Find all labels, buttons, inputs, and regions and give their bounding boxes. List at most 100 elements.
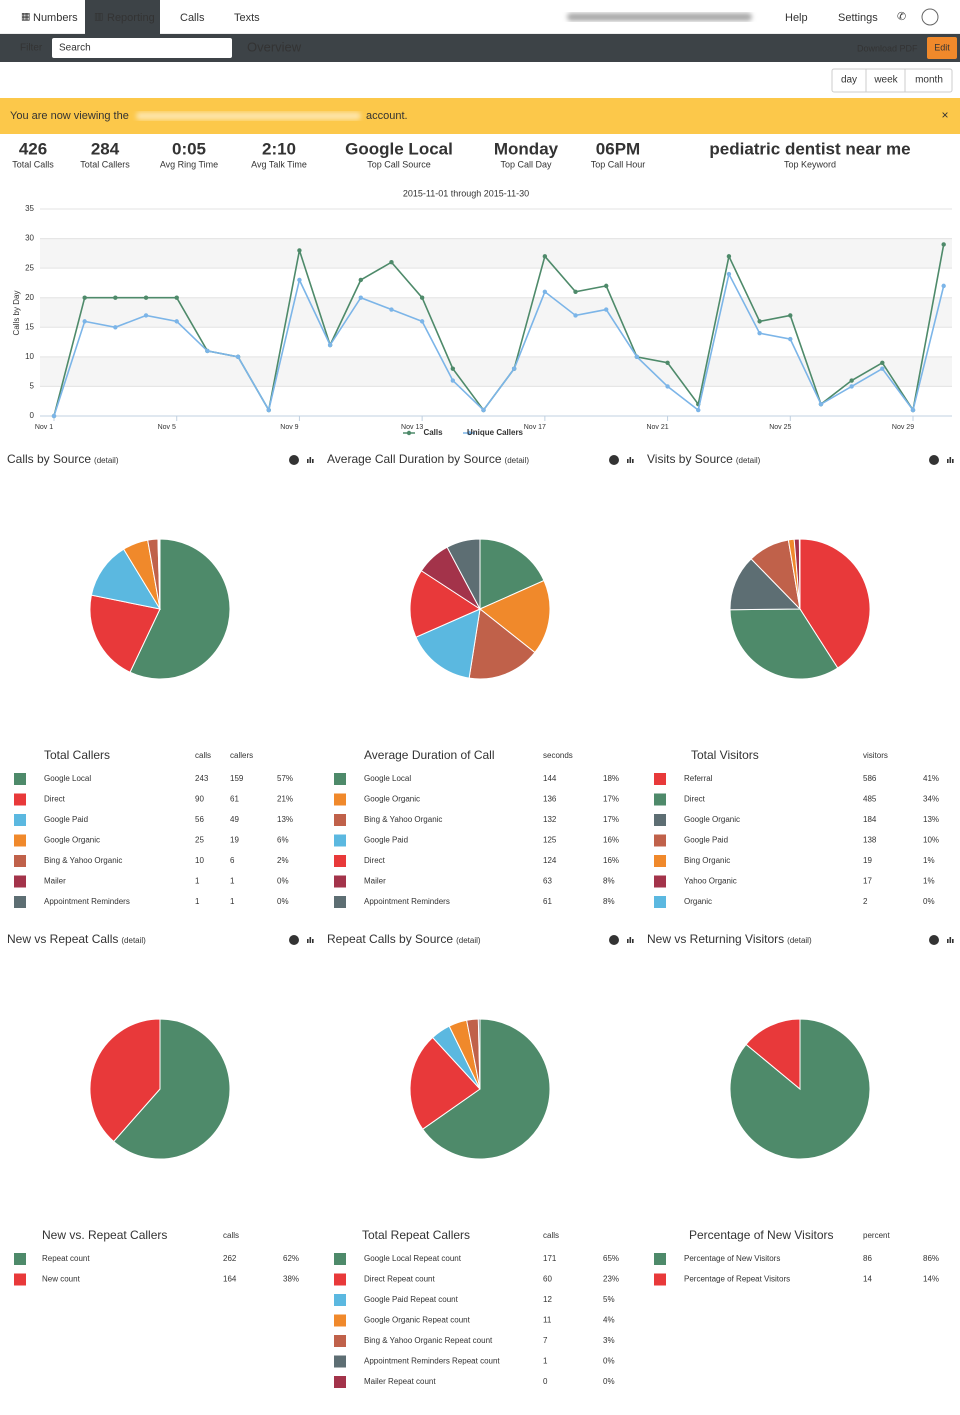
pie-slice <box>468 608 536 680</box>
detail-link[interactable]: (detail) <box>456 936 481 945</box>
stat-value: 426 <box>19 139 47 158</box>
bar-toggle-icon[interactable] <box>312 939 314 943</box>
nav-item[interactable]: Reporting <box>107 12 155 24</box>
search-placeholder[interactable]: Search <box>59 43 91 54</box>
bar-toggle-icon[interactable] <box>627 939 629 943</box>
nav-help[interactable]: Help <box>785 12 808 24</box>
line-point <box>757 331 762 336</box>
bar-toggle-icon[interactable] <box>949 937 952 943</box>
detail-link[interactable]: (detail) <box>787 936 812 945</box>
row-percent: 6% <box>277 836 289 845</box>
detail-link[interactable]: (detail) <box>505 456 530 465</box>
x-tick-label: Nov 17 <box>524 424 546 431</box>
bar-toggle-icon[interactable] <box>952 459 954 463</box>
range-button[interactable]: week <box>873 75 898 86</box>
account-name-blurred <box>567 13 752 21</box>
row-value: 144 <box>543 774 557 783</box>
legend-label[interactable]: Unique Callers <box>467 428 524 437</box>
line-point <box>665 384 670 389</box>
bar-toggle-icon[interactable] <box>947 459 949 463</box>
line-point <box>235 354 241 360</box>
search-input[interactable] <box>52 38 232 58</box>
table-title: Total Repeat Callers <box>362 1228 470 1242</box>
row-value: 125 <box>543 836 557 845</box>
bar-toggle-icon[interactable] <box>629 937 632 943</box>
bar-toggle-icon[interactable] <box>632 459 634 463</box>
row-label: Google Organic <box>44 836 100 845</box>
edit-label[interactable]: Edit <box>934 42 950 52</box>
legend-label[interactable]: Calls <box>423 428 443 437</box>
bar-toggle-icon[interactable] <box>312 459 314 463</box>
line-point <box>941 242 946 247</box>
row-percent: 13% <box>277 815 293 824</box>
column-header: visitors <box>863 751 888 760</box>
filter-button[interactable]: Filter <box>20 43 43 54</box>
line-point <box>419 319 425 324</box>
detail-link[interactable]: (detail) <box>94 456 119 465</box>
y-tick-label: 20 <box>25 293 34 302</box>
row-label: Mailer <box>44 877 66 886</box>
pie-toggle-icon[interactable] <box>609 935 619 945</box>
line-point <box>82 295 87 300</box>
download-pdf[interactable]: Download PDF <box>857 43 918 53</box>
pie-slice <box>89 594 161 673</box>
legend-swatch <box>654 1273 666 1286</box>
nav-item[interactable]: Texts <box>234 12 260 24</box>
row-label: Bing & Yahoo Organic <box>44 856 122 865</box>
pie-toggle-icon[interactable] <box>289 935 299 945</box>
nav-settings[interactable]: Settings <box>838 12 878 24</box>
panel-title: Visits by Source <box>647 452 733 466</box>
row-value: 2 <box>863 897 868 906</box>
line-point <box>726 254 732 259</box>
pie-toggle-icon[interactable] <box>929 455 939 465</box>
pie-slice <box>129 538 231 680</box>
detail-link[interactable]: (detail) <box>121 936 146 945</box>
bar-toggle-icon[interactable] <box>952 939 954 943</box>
row-percent: 62% <box>283 1254 299 1263</box>
bar-toggle-icon[interactable] <box>947 939 949 943</box>
bar-toggle-icon[interactable] <box>627 459 629 463</box>
legend-swatch <box>334 875 346 888</box>
legend-swatch <box>334 1335 346 1347</box>
legend-swatch <box>334 896 346 908</box>
row-percent: 10% <box>923 836 939 845</box>
bar-toggle-icon[interactable] <box>309 937 312 943</box>
pie-toggle-icon[interactable] <box>929 935 939 945</box>
row-value: 19 <box>863 856 872 865</box>
row-label: Mailer <box>364 877 386 886</box>
stat-value: 0:05 <box>172 139 206 158</box>
row-percent: 5% <box>603 1295 615 1304</box>
pie-slice <box>421 1018 551 1160</box>
edit-button[interactable] <box>927 37 957 59</box>
row-percent: 21% <box>277 795 293 804</box>
detail-link[interactable]: (detail) <box>736 456 761 465</box>
stat-value: Google Local <box>345 139 453 158</box>
nav-item[interactable]: Numbers <box>33 12 78 24</box>
bell-icon[interactable] <box>921 8 939 26</box>
row-value: 90 <box>195 795 204 804</box>
row-percent: 13% <box>923 815 939 824</box>
bar-toggle-icon[interactable] <box>307 939 309 943</box>
row-percent: 0% <box>603 1377 615 1386</box>
bar-toggle-icon[interactable] <box>629 457 632 463</box>
row-value: 243 <box>195 774 209 783</box>
line-point <box>941 283 946 289</box>
bar-toggle-icon[interactable] <box>307 459 309 463</box>
range-button[interactable]: month <box>915 75 943 86</box>
active-tab[interactable] <box>85 0 160 34</box>
nav-item[interactable]: Calls <box>180 12 205 24</box>
bar-toggle-icon[interactable] <box>309 457 312 463</box>
range-button[interactable]: day <box>841 75 857 86</box>
phone-icon[interactable]: ✆ <box>897 11 906 23</box>
grid-band <box>40 297 952 328</box>
bar-toggle-icon[interactable] <box>632 939 634 943</box>
bar-toggle-icon[interactable] <box>949 457 952 463</box>
pie-toggle-icon[interactable] <box>609 455 619 465</box>
row-value: 56 <box>195 815 204 824</box>
banner-close[interactable]: × <box>941 108 948 122</box>
account-name-blurred <box>136 112 361 120</box>
pie-toggle-icon[interactable] <box>289 455 299 465</box>
row-percent: 0% <box>277 877 289 886</box>
row-label: New count <box>42 1275 81 1284</box>
row-label: Bing & Yahoo Organic Repeat count <box>364 1336 493 1345</box>
